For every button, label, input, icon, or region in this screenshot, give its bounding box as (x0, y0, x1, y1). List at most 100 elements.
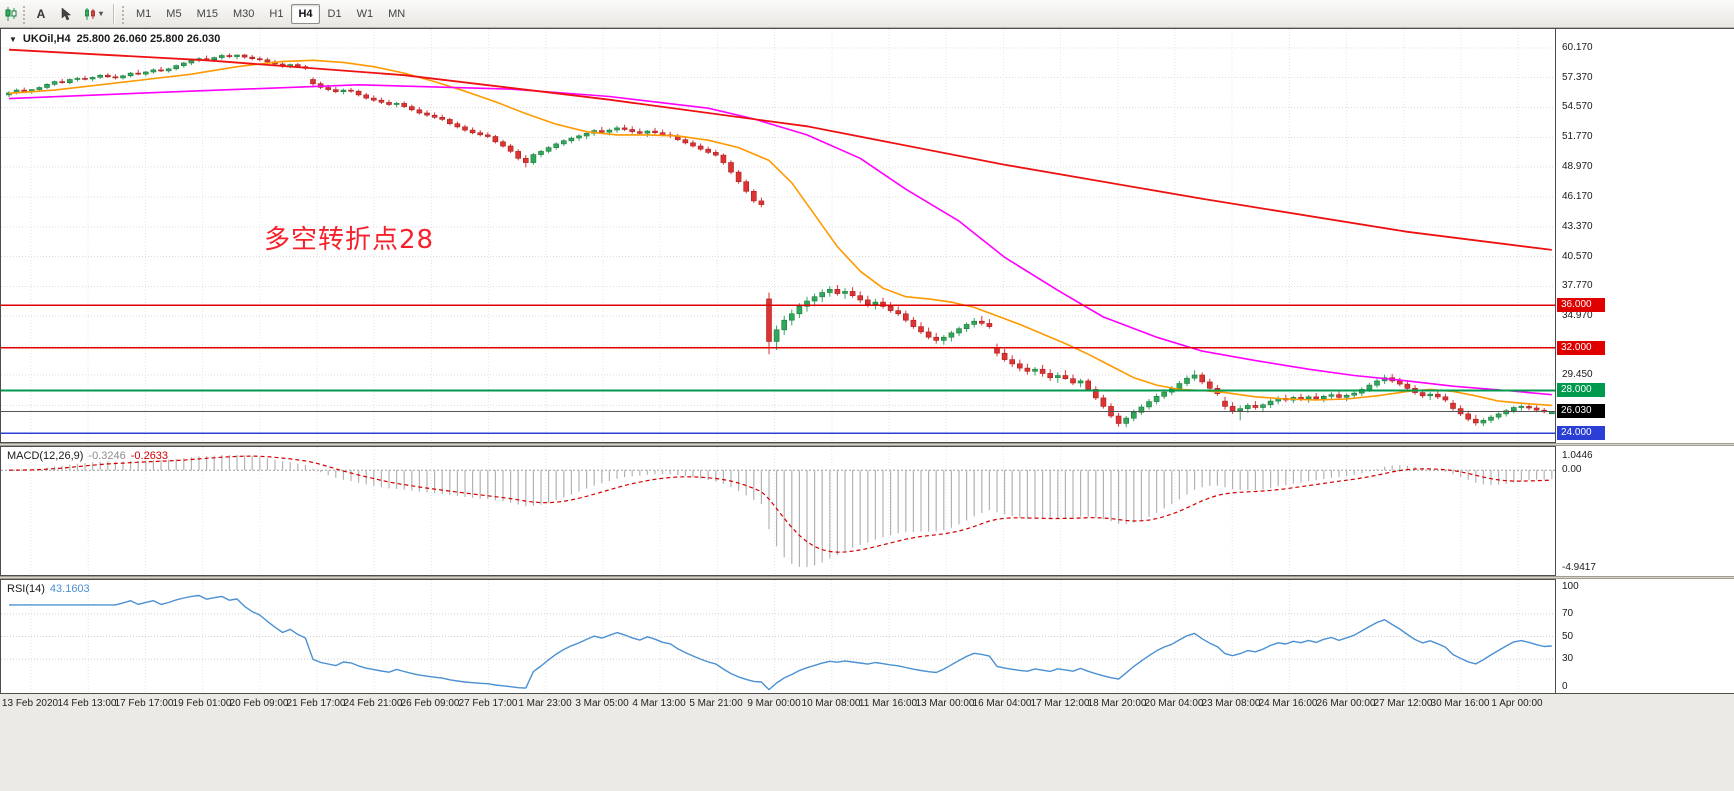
price-chart-canvas[interactable] (1, 29, 1555, 442)
panel-splitter[interactable] (0, 443, 1734, 446)
candle-body (393, 103, 400, 105)
macd-panel[interactable]: MACD(12,26,9) -0.3246 -0.2633 (0, 446, 1556, 576)
candle-body (1146, 401, 1152, 408)
candle-body (150, 69, 157, 73)
candle-body (918, 326, 924, 333)
chevron-down-icon: ▾ (99, 9, 104, 18)
time-tick-label: 9 Mar 00:00 (747, 698, 801, 709)
rsi-panel[interactable]: RSI(14) 43.1603 (0, 579, 1556, 694)
candle-body (948, 332, 955, 338)
candle-body (560, 140, 567, 145)
rsi-canvas[interactable] (1, 580, 1555, 693)
macd-axis-bottom-label: -4.9417 (1562, 562, 1596, 573)
slow-ma-line[interactable] (8, 48, 1552, 251)
candle-body (1518, 406, 1525, 408)
candle-body (439, 117, 446, 120)
candle-body (264, 59, 271, 63)
candle-body (925, 331, 932, 338)
candle-body (887, 305, 894, 311)
candle-body (1062, 375, 1069, 380)
candle-body (826, 288, 833, 293)
timeframe-button-d1[interactable]: D1 (327, 7, 342, 20)
chart-title: ▼ UKOil,H4 25.800 26.060 25.800 26.030 (9, 33, 220, 45)
toolbar-grip[interactable] (120, 3, 127, 24)
price-axis[interactable]: 60.170 57.370 54.570 51.770 48.970 46.170 43.3… (1556, 28, 1734, 694)
timeframe-button-m1[interactable]: M1 (136, 7, 152, 20)
timeframe-button-h4[interactable]: H4 (291, 3, 320, 24)
macd-axis-zero-label: 0.00 (1562, 464, 1582, 475)
price-tick-label: 43.370 (1562, 221, 1593, 232)
chart-ohlc-values: 25.800 26.060 25.800 26.030 (76, 33, 221, 45)
toolbar-separator (113, 3, 115, 24)
timeframe-button-h1[interactable]: H1 (269, 7, 284, 20)
price-tick-label: 46.170 (1562, 191, 1593, 202)
macd-name: MACD(12,26,9) (7, 450, 84, 462)
candle-body (545, 147, 552, 152)
candle-body (614, 127, 620, 131)
chart-dropdown-icon[interactable]: ▼ (9, 34, 17, 44)
candle-body (127, 72, 134, 77)
toolbar-grip[interactable] (21, 3, 27, 24)
timeframe-toolbar: M1 M5 M15 M30 H1 H4 D1 W1 MN (129, 3, 412, 24)
candle-body (1374, 380, 1380, 386)
candle-body (697, 145, 704, 150)
candle-body (576, 135, 582, 139)
mid-ma-line[interactable] (8, 83, 1552, 396)
time-tick-label: 20 Feb 09:00 (229, 698, 289, 709)
rsi-axis-label-100: 100 (1562, 581, 1579, 592)
candle-body (864, 299, 871, 305)
price-chart-panel[interactable]: ▼ UKOil,H4 25.800 26.060 25.800 26.030 多… (0, 28, 1556, 443)
timeframe-button-mn[interactable]: MN (388, 7, 406, 20)
candle-body (36, 87, 43, 90)
candle-body (1321, 395, 1327, 400)
candle-body (112, 76, 119, 79)
candle-body (1488, 416, 1494, 421)
cursor-tool-button[interactable] (55, 3, 77, 25)
candle-body (644, 130, 651, 134)
candle-body (507, 145, 514, 152)
candle-body (1085, 380, 1091, 390)
candle-body (431, 114, 438, 118)
candle-body (378, 99, 385, 103)
timeframe-button-m15[interactable]: M15 (196, 7, 218, 20)
time-tick-label: 24 Feb 21:00 (343, 698, 403, 709)
chart-annotation-text[interactable]: 多空转折点28 (264, 225, 435, 255)
candle-body (636, 131, 643, 134)
price-tick-label: 37.770 (1562, 280, 1593, 291)
time-axis[interactable]: 13 Feb 2020 14 Feb 13:00 17 Feb 17:00 19 Fe… (0, 694, 1734, 716)
panel-splitter[interactable] (0, 576, 1734, 579)
cursor-icon (61, 6, 72, 20)
price-grid (1, 29, 1555, 442)
timeframe-button-m5[interactable]: M5 (166, 7, 182, 20)
candle-body (880, 301, 886, 307)
candle-body (1237, 408, 1243, 412)
candle-body (1435, 393, 1441, 398)
current-price-badge: 26.030 (1557, 404, 1605, 418)
candle-body (1245, 405, 1251, 409)
time-tick-label: 11 Mar 16:00 (858, 698, 918, 709)
timeframe-button-w1[interactable]: W1 (356, 7, 374, 20)
chart-style-button[interactable]: ▾ (80, 3, 107, 25)
candle-body (469, 129, 476, 134)
candle-body (796, 305, 803, 315)
text-label-tool-button[interactable]: A (30, 3, 52, 25)
macd-canvas[interactable] (1, 447, 1555, 575)
price-tick-label: 29.450 (1562, 369, 1593, 380)
fast-ma-line[interactable] (8, 59, 1552, 407)
time-tick-label: 20 Mar 04:00 (1144, 698, 1204, 709)
candle-body (1427, 393, 1433, 397)
candle-body (158, 69, 164, 72)
candle-body (256, 58, 263, 61)
app-icon (4, 6, 18, 22)
candle-body (1077, 380, 1084, 384)
candle-body (963, 324, 970, 329)
candle-body (834, 288, 841, 294)
hline-price-badge: 28.000 (1557, 383, 1605, 397)
time-tick-label: 5 Mar 21:00 (689, 698, 743, 709)
candle-body (340, 89, 347, 92)
candle-body (515, 151, 522, 159)
candle-body (1450, 402, 1456, 409)
timeframe-button-m30[interactable]: M30 (232, 7, 255, 20)
macd-signal-value: -0.2633 (130, 450, 169, 462)
candle-body (477, 132, 484, 136)
